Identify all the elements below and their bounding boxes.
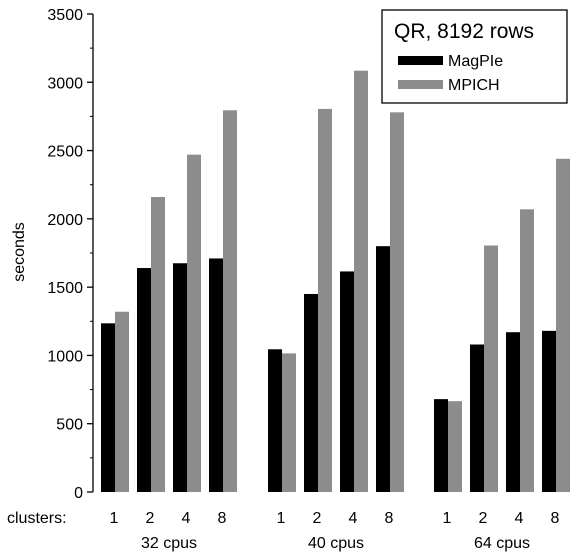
- cluster-label: 1: [110, 510, 119, 527]
- bar-mpich-40-cpus-8: [390, 112, 404, 493]
- bar-mpich-32-cpus-8: [223, 110, 237, 492]
- y-tick-label: 3500: [47, 7, 83, 24]
- y-tick-label: 3000: [47, 75, 83, 92]
- cluster-label: 1: [277, 510, 286, 527]
- legend-label-magpie: MagPIe: [448, 53, 503, 70]
- cluster-label: 2: [479, 510, 488, 527]
- group-label: 64 cpus: [474, 535, 530, 552]
- y-tick-label: 500: [56, 417, 83, 434]
- bar-magpie-64-cpus-1: [434, 399, 448, 492]
- y-axis: 0 500 1000 1500 2000 2500 3000 3500: [47, 7, 94, 502]
- bar-magpie-40-cpus-4: [340, 271, 354, 492]
- y-tick-label: 1000: [47, 348, 83, 365]
- cluster-label: 4: [349, 510, 358, 527]
- y-tick-label: 2500: [47, 144, 83, 161]
- bar-magpie-40-cpus-2: [304, 293, 318, 492]
- cluster-label: 8: [551, 510, 560, 527]
- bar-magpie-32-cpus-2: [137, 268, 151, 492]
- bar-magpie-40-cpus-1: [268, 349, 282, 492]
- bar-mpich-32-cpus-2: [151, 197, 165, 492]
- bar-magpie-64-cpus-8: [542, 330, 556, 492]
- bar-magpie-32-cpus-8: [209, 258, 223, 492]
- group-label: 32 cpus: [141, 535, 197, 552]
- legend-label-mpich: MPICH: [448, 77, 500, 94]
- cluster-label: 2: [146, 510, 155, 527]
- bar-magpie-64-cpus-4: [506, 332, 520, 492]
- cluster-label: 4: [515, 510, 524, 527]
- legend-swatch-mpich: [398, 80, 443, 89]
- bar-mpich-40-cpus-1: [282, 353, 296, 492]
- bar-mpich-64-cpus-8: [556, 158, 570, 492]
- y-axis-label: seconds: [11, 222, 28, 282]
- bar-mpich-64-cpus-1: [448, 401, 462, 492]
- bar-mpich-32-cpus-4: [187, 154, 201, 492]
- bar-magpie-40-cpus-8: [376, 246, 390, 492]
- bars: [101, 70, 570, 493]
- bar-mpich-64-cpus-2: [484, 245, 498, 492]
- bar-magpie-64-cpus-2: [470, 344, 484, 492]
- legend-title: QR, 8192 rows: [394, 20, 534, 43]
- group-label: 40 cpus: [308, 535, 364, 552]
- bar-mpich-64-cpus-4: [520, 209, 534, 492]
- y-tick-label: 0: [74, 485, 83, 502]
- cluster-label: 2: [313, 510, 322, 527]
- x-axis-labels: 1 2 4 8 32 cpus 1 2 4 8 40 cpus 1 2 4 8 64 cpus: [110, 510, 560, 552]
- x-axis-label: clusters:: [7, 510, 67, 527]
- y-tick-label: 2000: [47, 212, 83, 229]
- cluster-label: 8: [385, 510, 394, 527]
- cluster-label: 1: [443, 510, 452, 527]
- bar-magpie-32-cpus-4: [173, 263, 187, 492]
- bar-mpich-32-cpus-1: [115, 311, 129, 492]
- bar-mpich-40-cpus-2: [318, 108, 332, 492]
- legend-swatch-magpie: [398, 56, 443, 65]
- bar-magpie-32-cpus-1: [101, 323, 115, 492]
- legend: QR, 8192 rows MagPIe MPICH: [381, 9, 568, 104]
- bar-mpich-40-cpus-4: [354, 70, 368, 493]
- cluster-label: 8: [218, 510, 227, 527]
- cluster-label: 4: [182, 510, 191, 527]
- y-tick-label: 1500: [47, 280, 83, 297]
